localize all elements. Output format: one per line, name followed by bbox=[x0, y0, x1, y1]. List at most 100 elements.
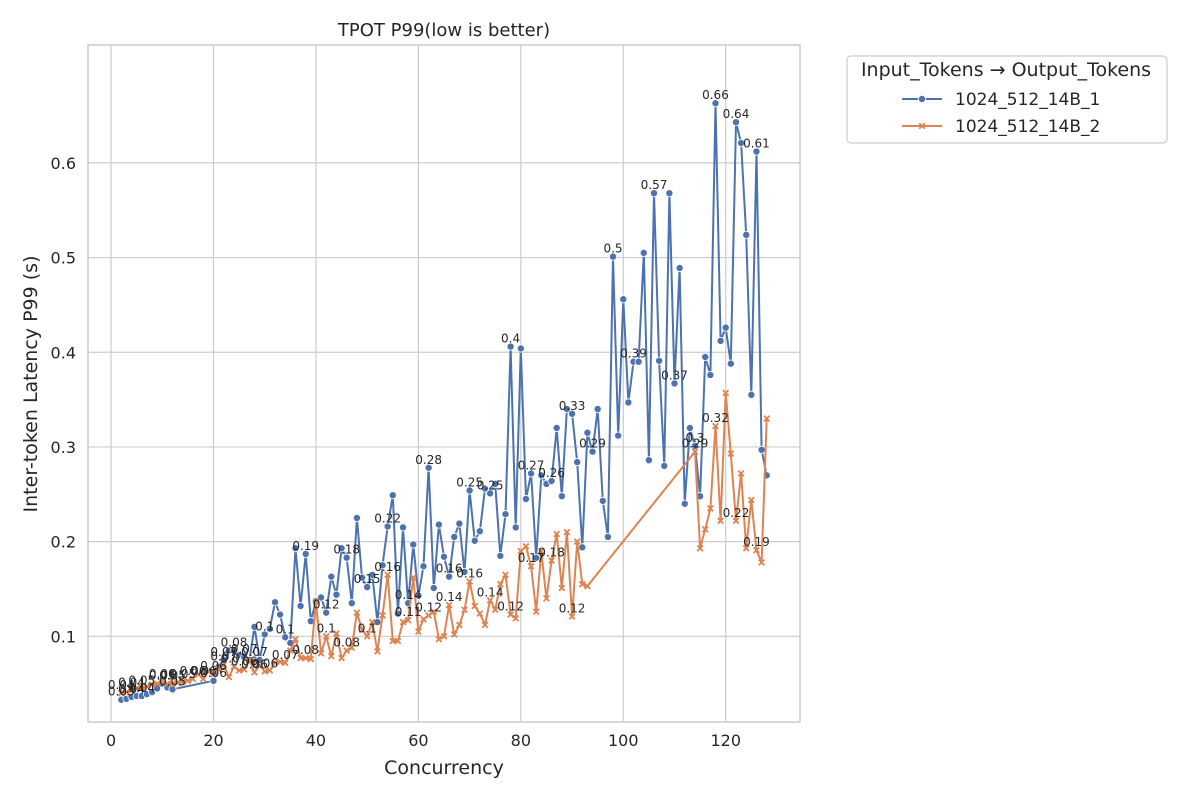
data-point bbox=[471, 602, 479, 610]
data-label: 0.4 bbox=[501, 332, 520, 346]
data-point bbox=[491, 479, 500, 488]
grid-layer bbox=[88, 45, 800, 722]
data-point bbox=[317, 649, 325, 657]
data-point bbox=[644, 456, 653, 465]
data-point bbox=[153, 680, 161, 688]
data-point bbox=[399, 618, 407, 626]
data-point bbox=[199, 675, 207, 683]
data-label: 0.18 bbox=[333, 543, 360, 557]
data-point bbox=[476, 610, 484, 618]
data-point bbox=[250, 622, 259, 631]
data-point bbox=[573, 458, 582, 467]
data-point bbox=[521, 495, 530, 504]
data-point bbox=[435, 635, 443, 643]
data-point bbox=[235, 666, 243, 674]
data-point bbox=[322, 608, 331, 617]
data-point bbox=[696, 544, 704, 552]
data-point bbox=[614, 431, 623, 440]
data-point bbox=[506, 342, 515, 351]
data-point bbox=[332, 590, 341, 599]
data-point bbox=[717, 517, 725, 525]
data-label: 0.25 bbox=[477, 478, 504, 492]
data-label: 0.22 bbox=[374, 511, 401, 525]
data-point bbox=[270, 598, 279, 607]
data-point bbox=[465, 486, 474, 495]
data-point bbox=[747, 390, 756, 399]
data-label: 0.06 bbox=[200, 659, 227, 673]
data-point bbox=[363, 632, 371, 640]
data-label: 0.08 bbox=[333, 636, 360, 650]
data-label: 0.06 bbox=[251, 656, 278, 670]
data-point bbox=[138, 684, 146, 692]
data-point bbox=[691, 448, 699, 456]
data-point bbox=[665, 189, 674, 198]
x-tick-label: 100 bbox=[608, 731, 639, 750]
data-point bbox=[685, 424, 694, 433]
legend-title: Input_Tokens → Output_Tokens bbox=[861, 59, 1151, 81]
x-tick-label: 120 bbox=[710, 731, 741, 750]
data-point bbox=[378, 561, 387, 570]
tick-layer: 0 20 40 60 80 100 120 0.1 0.2 0.3 0.4 0.5 0.6 bbox=[51, 154, 741, 750]
data-point bbox=[532, 608, 540, 616]
data-point bbox=[281, 659, 289, 667]
data-point bbox=[527, 562, 535, 570]
data-label: 0.14 bbox=[477, 585, 504, 599]
data-point bbox=[434, 520, 443, 529]
data-point bbox=[512, 614, 520, 622]
data-label: 0.04 bbox=[128, 681, 155, 695]
data-point bbox=[670, 379, 679, 388]
data-point bbox=[256, 662, 264, 670]
data-point bbox=[507, 611, 515, 618]
data-point bbox=[445, 601, 453, 609]
data-label: 0.07 bbox=[210, 650, 237, 664]
data-label: 0.05 bbox=[149, 669, 176, 683]
data-point bbox=[347, 599, 356, 608]
data-point bbox=[763, 415, 771, 422]
data-point bbox=[215, 666, 223, 673]
annotation-layer: 0.030.040.040.040.040.050.050.060.050.05… bbox=[108, 88, 770, 699]
data-point bbox=[342, 553, 351, 562]
data-point bbox=[634, 357, 643, 366]
data-point bbox=[491, 606, 499, 614]
y-tick-label: 0.4 bbox=[51, 343, 76, 362]
data-point bbox=[918, 122, 926, 130]
data-point bbox=[158, 678, 166, 686]
data-point bbox=[558, 584, 566, 592]
data-label: 0.1 bbox=[255, 619, 274, 633]
data-point bbox=[276, 610, 285, 619]
data-point bbox=[245, 656, 253, 664]
legend-box bbox=[846, 55, 1168, 144]
data-point bbox=[368, 570, 377, 579]
data-label: 0.07 bbox=[241, 645, 268, 659]
data-point bbox=[384, 571, 392, 579]
data-label: 0.1 bbox=[276, 622, 295, 636]
data-label: 0.17 bbox=[518, 551, 545, 565]
data-point bbox=[486, 596, 494, 604]
data-point bbox=[189, 675, 197, 683]
data-point bbox=[619, 295, 628, 304]
data-label: 0.12 bbox=[559, 601, 586, 615]
data-point bbox=[548, 557, 556, 564]
legend-entry: 1024_512_14B_2 bbox=[902, 117, 1100, 137]
data-point bbox=[517, 547, 525, 555]
data-point bbox=[578, 580, 586, 588]
data-point bbox=[731, 118, 740, 127]
data-label: 0.16 bbox=[456, 566, 483, 580]
data-point bbox=[650, 189, 659, 198]
data-point bbox=[179, 678, 187, 686]
legend-label: 1024_512_14B_1 bbox=[955, 90, 1100, 110]
data-label: 0.64 bbox=[723, 107, 750, 121]
data-point bbox=[338, 654, 345, 662]
data-point bbox=[557, 492, 566, 501]
data-point bbox=[204, 667, 212, 675]
data-point bbox=[230, 663, 238, 671]
data-point bbox=[353, 609, 361, 617]
data-label: 0.14 bbox=[436, 590, 463, 604]
y-tick-label: 0.2 bbox=[51, 533, 76, 552]
data-point bbox=[742, 544, 750, 552]
data-point bbox=[399, 523, 408, 532]
data-point bbox=[547, 477, 556, 486]
data-point bbox=[598, 496, 607, 505]
series-1 bbox=[117, 99, 771, 704]
data-point bbox=[675, 263, 684, 272]
